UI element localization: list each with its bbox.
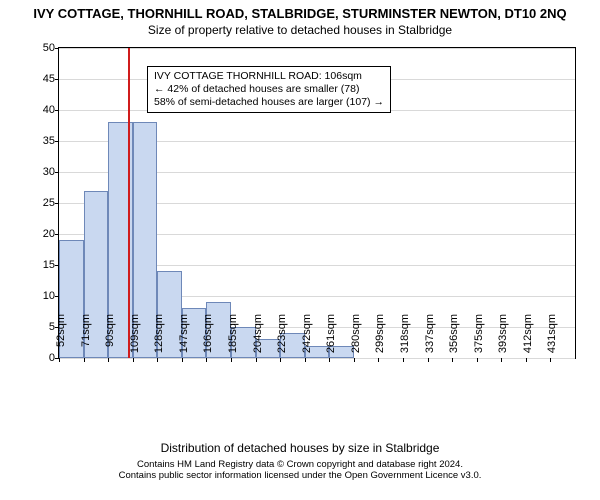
x-tick-label: 280sqm	[350, 314, 362, 364]
x-tick-label: 375sqm	[473, 314, 485, 364]
y-tick-label: 40	[43, 104, 59, 116]
y-tick-label: 50	[43, 42, 59, 54]
callout-box: IVY COTTAGE THORNHILL ROAD: 106sqm← 42% …	[147, 66, 391, 113]
y-tick-label: 35	[43, 135, 59, 147]
y-tick-label: 10	[43, 290, 59, 302]
callout-line-1: IVY COTTAGE THORNHILL ROAD: 106sqm	[154, 70, 384, 83]
x-tick-label: 52sqm	[55, 314, 67, 364]
x-tick-label: 393sqm	[497, 314, 509, 364]
x-tick-label: 166sqm	[202, 314, 214, 364]
x-tick-label: 71sqm	[80, 314, 92, 364]
attribution-footer: Contains HM Land Registry data © Crown c…	[0, 457, 600, 482]
x-axis-label: Distribution of detached houses by size …	[0, 441, 600, 455]
chart-container: Number of detached properties 0510152025…	[0, 37, 600, 457]
plot-area: 0510152025303540455052sqm71sqm90sqm109sq…	[58, 47, 576, 359]
footer-line-1: Contains HM Land Registry data © Crown c…	[0, 459, 600, 470]
x-tick-label: 412sqm	[522, 314, 534, 364]
x-tick-label: 356sqm	[448, 314, 460, 364]
x-tick-label: 299sqm	[374, 314, 386, 364]
callout-line-3: 58% of semi-detached houses are larger (…	[154, 96, 384, 109]
y-tick-label: 30	[43, 166, 59, 178]
x-tick-label: 128sqm	[153, 314, 165, 364]
x-tick-label: 223sqm	[276, 314, 288, 364]
gridline	[59, 48, 575, 49]
footer-line-2: Contains public sector information licen…	[0, 470, 600, 481]
x-tick-label: 147sqm	[178, 314, 190, 364]
x-tick-label: 431sqm	[546, 314, 558, 364]
x-tick-label: 185sqm	[227, 314, 239, 364]
x-tick-label: 109sqm	[129, 314, 141, 364]
chart-subtitle: Size of property relative to detached ho…	[0, 21, 600, 37]
callout-line-2: ← 42% of detached houses are smaller (78…	[154, 83, 384, 96]
address-title: IVY COTTAGE, THORNHILL ROAD, STALBRIDGE,…	[0, 0, 600, 21]
x-tick-label: 261sqm	[325, 314, 337, 364]
y-tick-label: 15	[43, 259, 59, 271]
y-tick-label: 20	[43, 228, 59, 240]
y-tick-label: 25	[43, 197, 59, 209]
y-tick-label: 45	[43, 73, 59, 85]
x-tick-label: 242sqm	[301, 314, 313, 364]
x-tick-label: 337sqm	[424, 314, 436, 364]
x-tick-label: 90sqm	[104, 314, 116, 364]
reference-line	[128, 48, 130, 358]
x-tick-label: 204sqm	[252, 314, 264, 364]
x-tick-label: 318sqm	[399, 314, 411, 364]
